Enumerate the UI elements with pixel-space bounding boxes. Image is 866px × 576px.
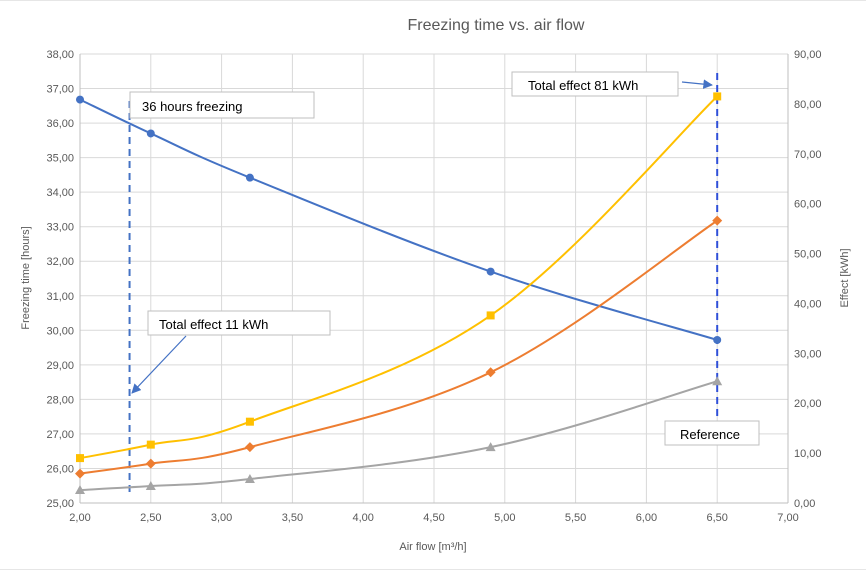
y-left-tick-label: 38,00 [46, 49, 74, 61]
y-right-tick-label: 10,00 [794, 448, 822, 460]
x-tick-label: 4,00 [352, 512, 373, 524]
data-point [244, 442, 255, 453]
annotation-total-effect-11: Total effect 11 kWh [131, 310, 331, 394]
annotation-box [147, 310, 331, 336]
annotation-text: 36 hours freezing [142, 99, 242, 114]
x-tick-label: 5,50 [565, 512, 586, 524]
y-right-tick-label: 70,00 [794, 149, 822, 161]
series-3 [75, 215, 723, 479]
data-point [486, 267, 495, 276]
axes [79, 54, 789, 504]
y-right-tick-label: 80,00 [794, 99, 822, 111]
annotation-box [129, 91, 315, 119]
y-left-tick-label: 31,00 [46, 291, 74, 303]
data-point [245, 417, 254, 426]
y-right-tick-label: 40,00 [794, 298, 822, 310]
data-point [145, 481, 156, 491]
data-point [245, 173, 254, 182]
y-right-tick-label: 20,00 [794, 398, 822, 410]
y-right-tick-label: 90,00 [794, 49, 822, 61]
annotation-arrow [681, 79, 713, 89]
y-left-tick-label: 34,00 [46, 187, 74, 199]
x-axis-title: Air flow [m³/h] [399, 541, 466, 553]
reference-lines [128, 73, 719, 493]
y-left-tick-label: 33,00 [46, 222, 74, 234]
y-axis-right-title: Effect [kWh] [839, 248, 851, 307]
annotation-box [664, 420, 760, 446]
series-1 [76, 95, 722, 344]
data-point [145, 458, 156, 469]
x-tick-label: 3,00 [211, 512, 232, 524]
series-4 [75, 376, 723, 495]
tick-labels: 2,00 2,50 3,00 3,50 4,00 4,50 5,00 5,50 6,00 6,50… [46, 49, 821, 524]
x-tick-label: 6,50 [706, 512, 727, 524]
y-left-tick-label: 36,00 [46, 118, 74, 130]
annotation-text: Total effect 81 kWh [528, 78, 638, 93]
x-tick-label: 2,00 [69, 512, 90, 524]
annotation-text: Total effect 11 kWh [159, 317, 268, 332]
annotation-total-effect-81: Total effect 81 kWh [511, 71, 713, 97]
data-point [146, 129, 155, 138]
y-right-tick-label: 0,00 [794, 498, 815, 510]
annotation-box [511, 71, 679, 97]
y-axis-left-title: Freezing time [hours] [20, 226, 32, 329]
annotation-reference: Reference [664, 420, 760, 446]
chart-title: Freezing time vs. air flow [408, 17, 585, 34]
y-left-tick-label: 30,00 [46, 325, 74, 337]
y-right-tick-label: 60,00 [794, 199, 822, 211]
series-2 [76, 92, 722, 463]
y-right-tick-label: 30,00 [794, 348, 822, 360]
y-left-tick-label: 37,00 [46, 84, 74, 96]
y-right-tick-label: 50,00 [794, 249, 822, 261]
annotation-arrow [131, 335, 187, 394]
data-point [713, 92, 722, 101]
y-left-tick-label: 25,00 [46, 498, 74, 510]
data-point [486, 311, 495, 320]
x-tick-label: 4,50 [423, 512, 444, 524]
x-tick-label: 6,00 [636, 512, 657, 524]
y-left-tick-label: 29,00 [46, 360, 74, 372]
data-point [146, 440, 155, 449]
data-point [76, 95, 84, 104]
y-left-tick-label: 27,00 [46, 429, 74, 441]
y-left-tick-label: 32,00 [46, 256, 74, 268]
x-tick-label: 3,50 [282, 512, 303, 524]
y-left-tick-label: 28,00 [46, 394, 74, 406]
y-left-tick-label: 26,00 [46, 463, 74, 475]
series-line [79, 98, 718, 341]
data-point [485, 442, 496, 452]
x-tick-label: 2,50 [140, 512, 161, 524]
data-point [75, 468, 85, 479]
annotation-text: Reference [680, 427, 740, 442]
data-point [244, 474, 255, 484]
annotation-36-hours-freezing: 36 hours freezing [129, 91, 315, 119]
x-tick-label: 5,00 [494, 512, 515, 524]
data-point [75, 485, 85, 495]
y-left-tick-label: 35,00 [46, 153, 74, 165]
x-tick-label: 7,00 [777, 512, 798, 524]
data-point [76, 454, 84, 463]
data-point [712, 215, 723, 226]
data-point [712, 376, 723, 386]
series [75, 92, 723, 495]
series-line [79, 380, 718, 492]
data-point [485, 367, 496, 378]
data-point [713, 335, 722, 344]
series-line [79, 95, 718, 460]
